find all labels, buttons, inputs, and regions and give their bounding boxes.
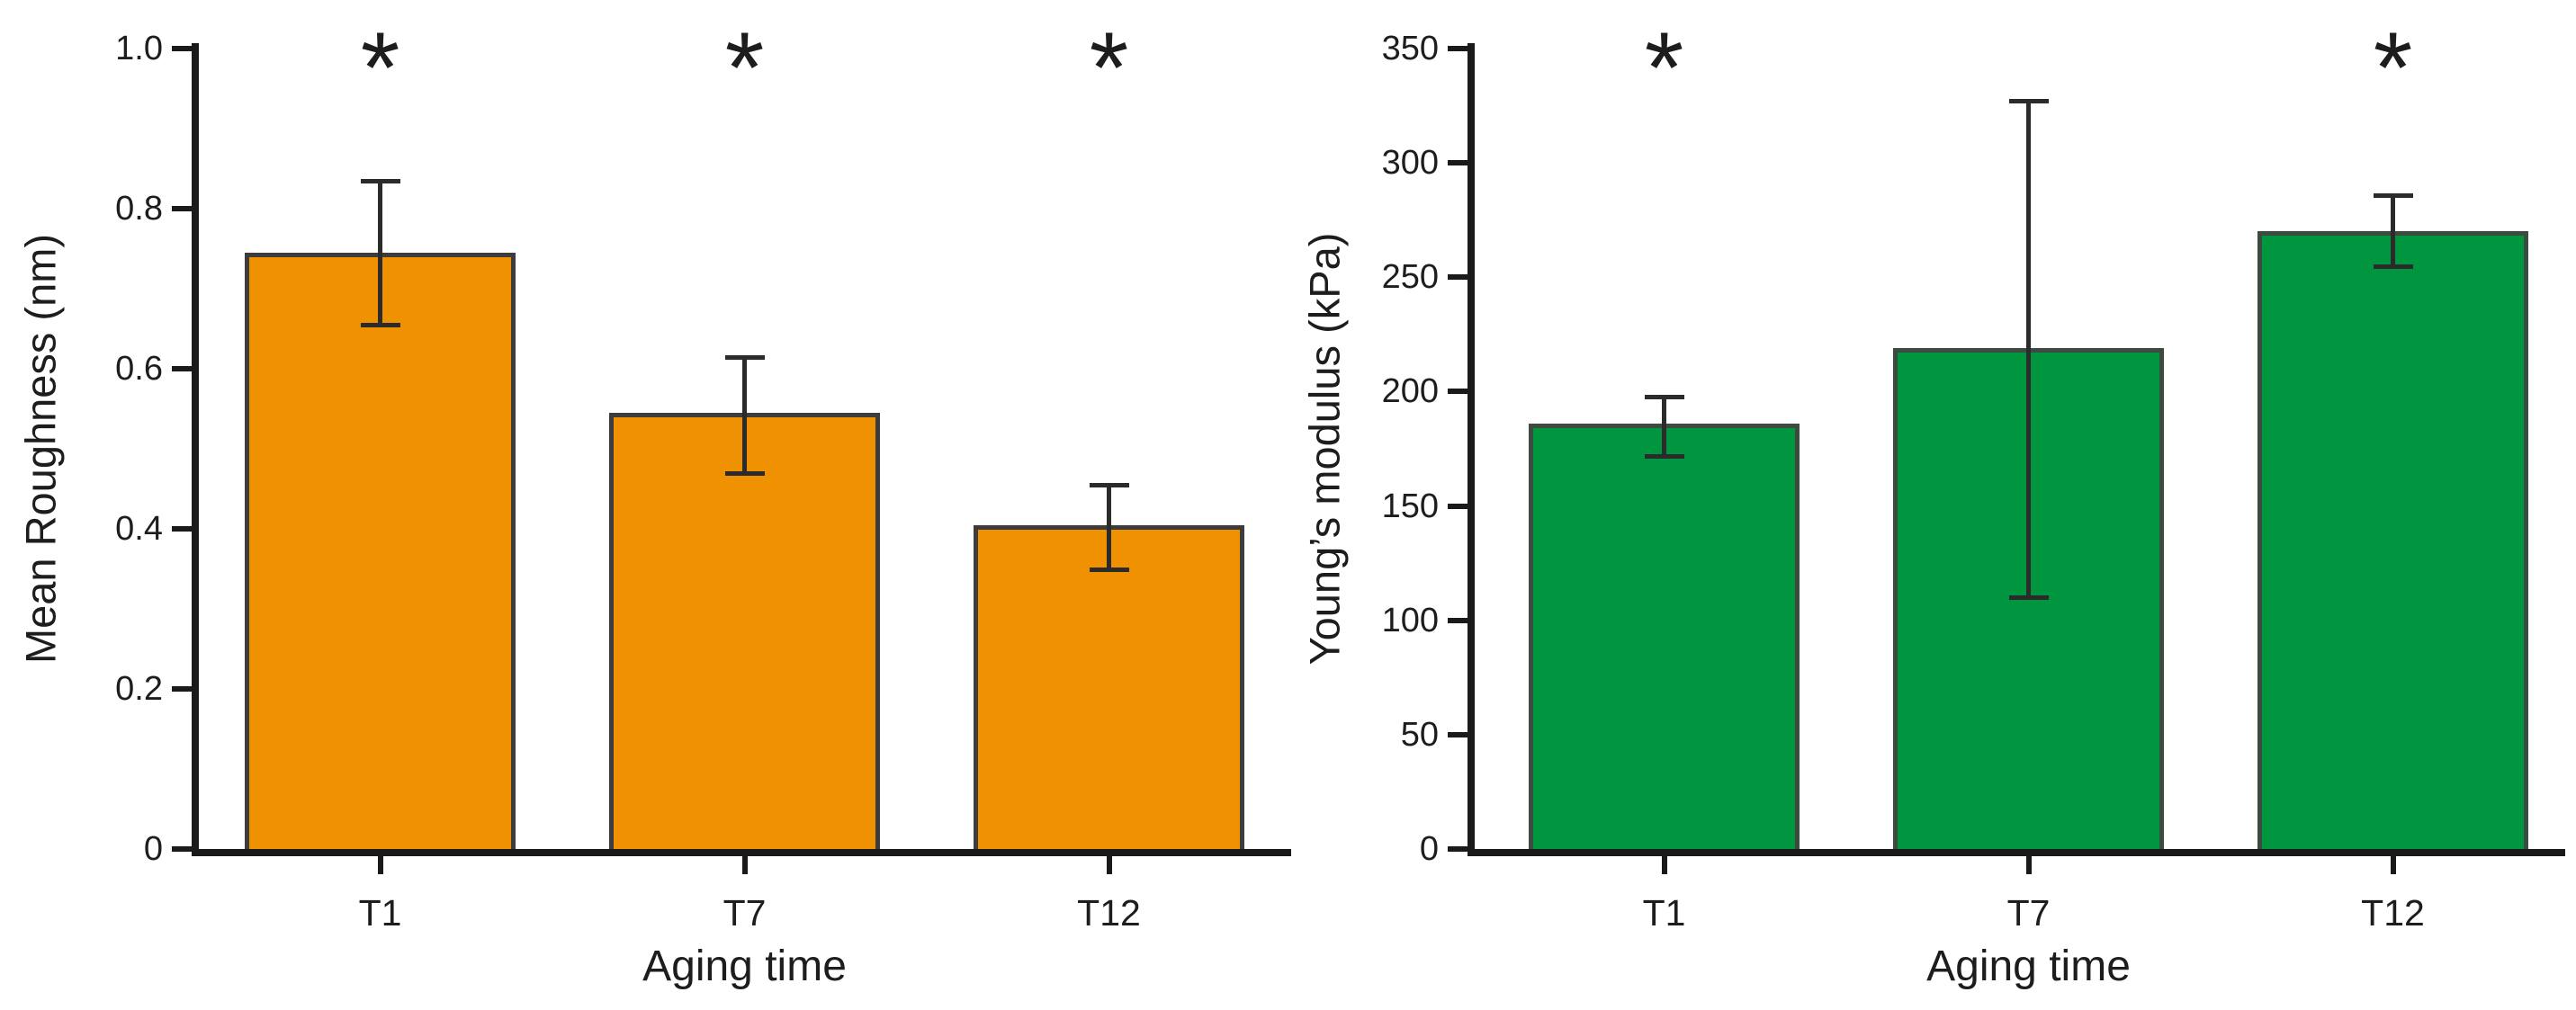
y-axis-title: Mean Roughness (nm) xyxy=(16,233,65,665)
x-tick-label: T12 xyxy=(2361,892,2425,934)
y-tick xyxy=(1448,46,1471,51)
x-axis-title: Aging time xyxy=(1926,943,2131,990)
significance-asterisk: * xyxy=(724,12,765,124)
significance-asterisk: * xyxy=(360,12,400,124)
y-tick xyxy=(1448,503,1471,509)
bar xyxy=(2257,231,2528,854)
error-bar-line xyxy=(742,356,747,473)
x-tick xyxy=(741,856,748,874)
error-bar-cap-top xyxy=(1089,483,1129,488)
y-tick-label: 50 xyxy=(1400,715,1439,754)
y-tick-label: 250 xyxy=(1381,258,1439,297)
y-tick xyxy=(1448,160,1471,166)
error-bar-cap-bottom xyxy=(360,323,400,328)
x-tick-label: T7 xyxy=(723,892,767,934)
error-bar-cap-bottom xyxy=(1089,567,1129,572)
x-tick xyxy=(2390,856,2396,874)
error-bar-cap-bottom xyxy=(724,470,765,476)
error-bar-line xyxy=(378,180,382,326)
y-tick-label: 0.8 xyxy=(115,190,163,228)
x-tick xyxy=(377,856,383,874)
error-bar-cap-bottom xyxy=(2373,264,2413,269)
error-bar-line xyxy=(1107,485,1111,569)
error-bar-cap-top xyxy=(360,178,400,183)
y-tick xyxy=(172,686,195,692)
chart-mean-roughness: 0 0.2 0.4 0.6 0.8 1.0 Mean Roughness (nm) T1 * T7… xyxy=(16,12,1291,990)
x-tick-label: T1 xyxy=(358,892,402,934)
x-tick-label: T7 xyxy=(2006,892,2051,934)
y-axis-title: Young’s modulus (kPa) xyxy=(1300,232,1349,666)
error-bar-cap-top xyxy=(2373,192,2413,198)
y-tick-label: 0 xyxy=(1419,830,1439,868)
y-tick-label: 100 xyxy=(1381,601,1439,639)
y-tick-label: 200 xyxy=(1381,372,1439,411)
x-axis-line xyxy=(1468,849,2565,856)
y-tick-label: 0.6 xyxy=(115,350,163,388)
y-tick xyxy=(172,206,195,211)
y-tick xyxy=(1448,617,1471,623)
y-tick-label: 0.2 xyxy=(115,670,163,708)
error-bar-line xyxy=(2391,194,2395,266)
x-tick xyxy=(1661,856,1667,874)
y-axis-line xyxy=(1468,43,1475,856)
y-tick xyxy=(1448,274,1471,281)
y-tick-label: 300 xyxy=(1381,144,1439,183)
y-tick xyxy=(172,846,195,852)
x-tick xyxy=(1106,856,1112,874)
y-tick-label: 1.0 xyxy=(115,30,163,67)
y-tick-label: 350 xyxy=(1381,30,1439,67)
error-bar-cap-top xyxy=(724,354,765,360)
y-tick-label: 150 xyxy=(1381,487,1439,525)
x-tick-label: T1 xyxy=(1642,892,1686,934)
y-tick xyxy=(172,526,195,532)
y-tick-label: 0 xyxy=(143,830,163,868)
y-tick xyxy=(172,366,195,371)
bar xyxy=(1529,424,1800,854)
x-axis-title: Aging time xyxy=(642,943,847,990)
x-tick xyxy=(2025,856,2032,874)
y-tick xyxy=(1448,846,1471,852)
y-tick xyxy=(172,46,195,51)
y-axis-line xyxy=(192,43,199,856)
significance-asterisk: * xyxy=(2373,12,2413,124)
bar xyxy=(974,524,1244,854)
x-axis-line xyxy=(192,849,1291,856)
error-bar-cap-top xyxy=(2008,99,2049,104)
error-bar-line xyxy=(2026,101,2031,598)
y-tick xyxy=(1448,389,1471,395)
error-bar-line xyxy=(1662,396,1666,456)
chart-youngs-modulus: 0 50 100 150 200 250 300 350 Young’s modulus (kP… xyxy=(1288,0,2576,1010)
x-tick-label: T12 xyxy=(1077,892,1141,934)
bar xyxy=(245,252,516,854)
error-bar-cap-top xyxy=(1644,394,1684,399)
bar xyxy=(609,412,880,854)
error-bar-cap-bottom xyxy=(2008,595,2049,601)
y-tick-label: 0.4 xyxy=(115,510,163,548)
significance-asterisk: * xyxy=(1644,12,1684,124)
error-bar-cap-bottom xyxy=(1644,453,1684,459)
significance-asterisk: * xyxy=(1089,12,1129,124)
y-tick xyxy=(1448,731,1471,737)
